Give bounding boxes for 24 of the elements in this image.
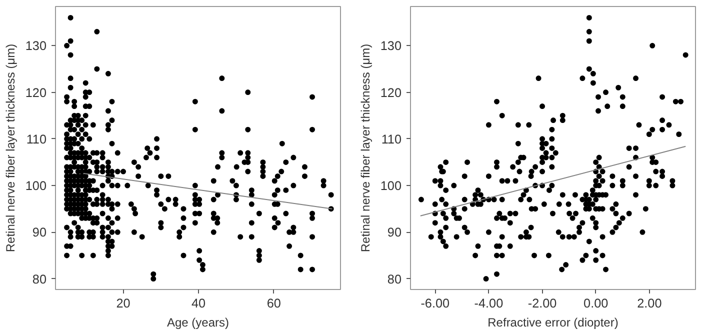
x-tick-label: 20 (116, 296, 130, 310)
x-tick-label: 40 (192, 296, 206, 310)
y-tick-label: 120 (25, 86, 47, 100)
x-axis-title: Age (years) (166, 316, 230, 330)
x-axis-title: Refractive error (diopter) (488, 316, 618, 330)
y-tick-label: 90 (32, 226, 46, 240)
x-tick-label: 0.00 (584, 296, 608, 310)
y-tick-label: 80 (32, 272, 46, 286)
y-tick-label: 90 (387, 226, 402, 240)
y-tick-label: 130 (25, 39, 47, 54)
y-tick-label: 110 (26, 132, 47, 146)
x-tick-label: 2.00 (637, 296, 662, 310)
y-tick-label: 120 (380, 86, 402, 100)
y-tick-label: 130 (380, 39, 402, 54)
y-tick-label: 100 (380, 179, 402, 194)
x-tick-label: -2.00 (528, 296, 557, 310)
y-axis-title: Retinal nerve fiber layer thickness (μm) (3, 44, 18, 252)
x-tick-label: -4.00 (474, 296, 504, 310)
x-tick-label: 60 (266, 296, 281, 310)
x-tick-label: -6.00 (420, 296, 450, 310)
y-tick-label: 100 (25, 179, 47, 194)
y-tick-label: 110 (381, 132, 402, 146)
y-axis-title: Retinal nerve fiber layer thickness (μm) (358, 44, 372, 252)
y-tick-label: 80 (387, 272, 402, 286)
